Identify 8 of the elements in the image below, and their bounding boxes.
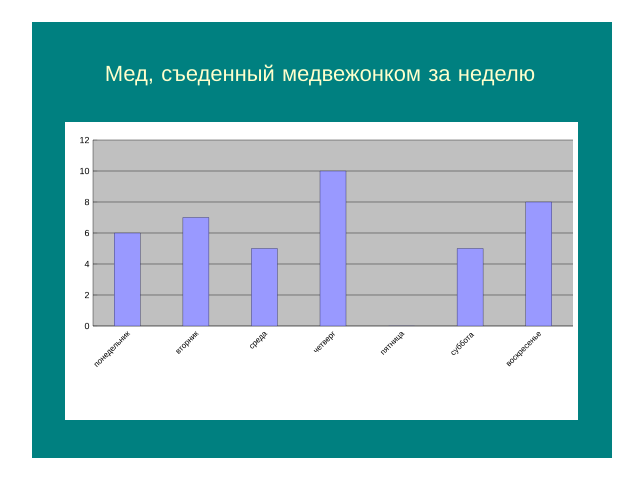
y-tick-label: 2 [84, 292, 90, 298]
y-tick-label: 8 [84, 198, 90, 206]
y-tick-label: 6 [84, 230, 90, 236]
y-tick-label: 12 [80, 136, 90, 144]
y-tick-label: 0 [84, 322, 90, 330]
y-tick-label: 10 [80, 168, 90, 174]
chart-title: Мед, съеденный медвежонком за неделю [106, 64, 534, 86]
y-tick-label: 4 [84, 260, 90, 268]
